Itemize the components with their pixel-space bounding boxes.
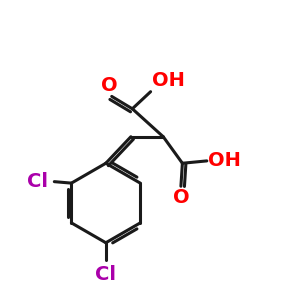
Text: Cl: Cl bbox=[27, 172, 48, 191]
Text: OH: OH bbox=[208, 152, 241, 170]
Text: Cl: Cl bbox=[95, 265, 116, 284]
Text: O: O bbox=[172, 188, 189, 207]
Text: O: O bbox=[101, 76, 118, 95]
Text: OH: OH bbox=[152, 71, 185, 90]
